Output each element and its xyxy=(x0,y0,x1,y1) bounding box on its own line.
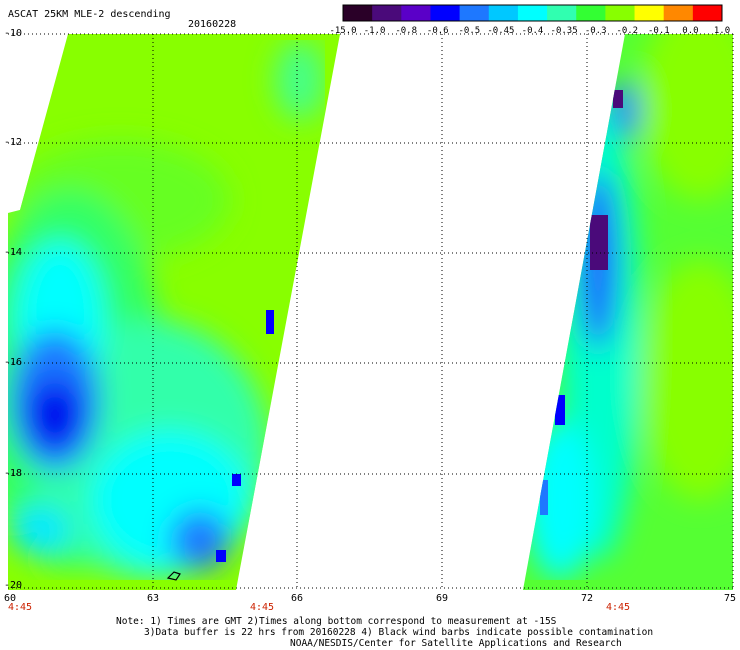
note-line-3: NOAA/NESDIS/Center for Satellite Applica… xyxy=(290,638,622,649)
colorbar-frame xyxy=(342,4,723,22)
colorbar-swatch xyxy=(576,5,606,21)
lon-label: 69 xyxy=(436,593,449,604)
colorbar-tick-label: 1.0 xyxy=(713,26,731,36)
date-label: 20160228 xyxy=(188,19,237,30)
colorbar-swatch xyxy=(401,5,431,21)
colorbar-tick-label: -0.1 xyxy=(647,26,670,36)
colorbar xyxy=(342,4,723,22)
colorbar-swatch xyxy=(605,5,636,21)
colorbar-tick-label: -0.4 xyxy=(521,26,544,36)
lon-label: 66 xyxy=(291,593,304,604)
time-label: 4:45 xyxy=(250,602,275,613)
colorbar-tick-label: -0.5 xyxy=(458,26,481,36)
lon-label: 60 xyxy=(4,593,17,604)
lat-label: -14 xyxy=(4,247,23,258)
colorbar-swatch xyxy=(459,5,490,21)
colorbar-swatch xyxy=(547,5,577,21)
graticule xyxy=(8,33,734,589)
left-swath xyxy=(8,34,340,590)
colorbar-tick-label: -0.3 xyxy=(584,26,607,36)
colorbar-swatch xyxy=(488,5,519,21)
lat-label: -16 xyxy=(4,357,23,368)
colorbar-swatch xyxy=(517,5,548,21)
note-line-1: Note: 1) Times are GMT 2)Times along bot… xyxy=(116,616,557,627)
lon-label: 63 xyxy=(147,593,160,604)
colorbar-tick-label: -15.0 xyxy=(329,26,357,36)
time-label: 4:45 xyxy=(606,602,631,613)
lon-label: 75 xyxy=(724,593,737,604)
lat-label: -18 xyxy=(4,468,23,479)
lon-label: 72 xyxy=(581,593,594,604)
colorbar-tick-label: -0.6 xyxy=(426,26,449,36)
colorbar-swatch xyxy=(692,5,723,21)
colorbar-tick-label: 0.0 xyxy=(682,26,699,36)
time-label: 4:45 xyxy=(8,602,33,613)
colorbar-tick-label: -0.35 xyxy=(550,26,578,36)
lat-label: -12 xyxy=(4,137,23,148)
note-line-2: 3)Data buffer is 22 hrs from 20160228 4)… xyxy=(144,627,654,638)
lat-label: -10 xyxy=(4,28,23,39)
product-title: ASCAT 25KM MLE-2 descending xyxy=(8,9,171,20)
right-swath xyxy=(523,34,733,590)
colorbar-swatch xyxy=(663,5,694,21)
wind-barb-icon xyxy=(166,571,181,581)
lat-label: -20 xyxy=(4,580,23,591)
colorbar-tick-label: -0.8 xyxy=(395,26,417,36)
colorbar-tick-label: -0.2 xyxy=(616,26,639,36)
colorbar-swatch xyxy=(372,5,402,21)
colorbar-swatch xyxy=(343,5,373,21)
colorbar-swatch xyxy=(430,5,461,21)
colorbar-tick-label: -1.0 xyxy=(363,26,386,36)
colorbar-swatch xyxy=(634,5,665,21)
colorbar-tick-label: -0.45 xyxy=(487,26,515,36)
